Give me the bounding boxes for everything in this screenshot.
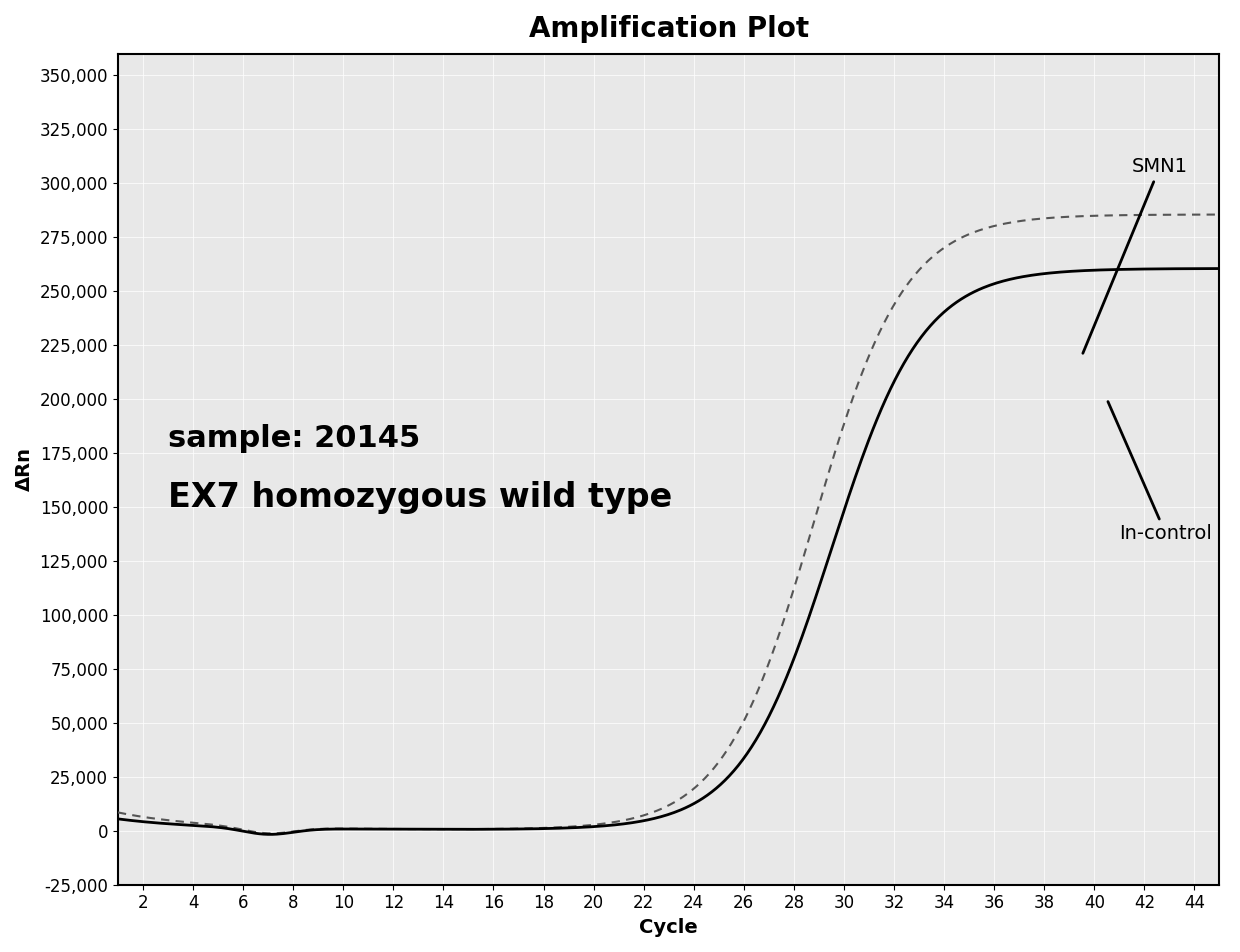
Title: Amplification Plot: Amplification Plot — [528, 15, 808, 43]
Text: sample: 20145: sample: 20145 — [167, 424, 420, 452]
Text: EX7 homozygous wild type: EX7 homozygous wild type — [167, 481, 672, 514]
Y-axis label: ΔRn: ΔRn — [15, 447, 33, 491]
X-axis label: Cycle: Cycle — [640, 918, 698, 937]
Text: SMN1: SMN1 — [1083, 157, 1188, 353]
Text: In-control: In-control — [1107, 402, 1213, 544]
